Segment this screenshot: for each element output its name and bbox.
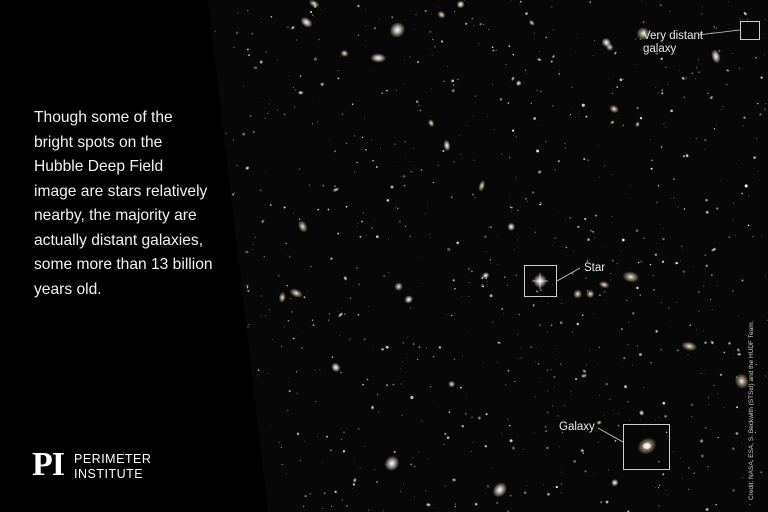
label-star: Star [584,262,606,274]
caption-line: years old. [34,280,102,298]
caption-line: some more than 13 billion [34,256,213,273]
caption-line: Though some of the [34,109,173,126]
image-credit: Credit: NASA, ESA, S. Beckwith (STScI) a… [748,320,755,500]
annotated-galaxy [637,437,657,455]
label-galaxy: Galaxy [559,421,595,433]
caption-text: Though some of the bright spots on the H… [34,106,224,302]
logo-text-institute: INSTITUTE [74,467,144,481]
caption-line: bright spots on the [34,133,163,151]
caption-line: actually distant galaxies, [34,231,204,249]
perimeter-institute-logo: PI PERIMETER INSTITUTE [32,446,182,486]
bright-galaxies [238,0,749,507]
pointer-distant [697,29,741,36]
image-panel [208,0,768,512]
caption-line: nearby, the majority are [34,207,197,224]
pi-logo-mark: PI [32,446,65,483]
caption-line: image are stars relatively [34,182,208,200]
galaxy-highlight-box [623,424,670,470]
logo-text-perimeter: PERIMETER [74,452,152,466]
pointer-galaxy [597,427,624,443]
star-highlight-box [524,265,557,297]
distant-galaxy-highlight-box [740,21,760,40]
caption-panel [0,0,268,512]
pointer-star [556,267,581,282]
annotated-star [532,273,548,289]
label-very-distant-galaxy: Very distant galaxy [643,30,704,55]
caption-line: Hubble Deep Field [34,158,164,175]
